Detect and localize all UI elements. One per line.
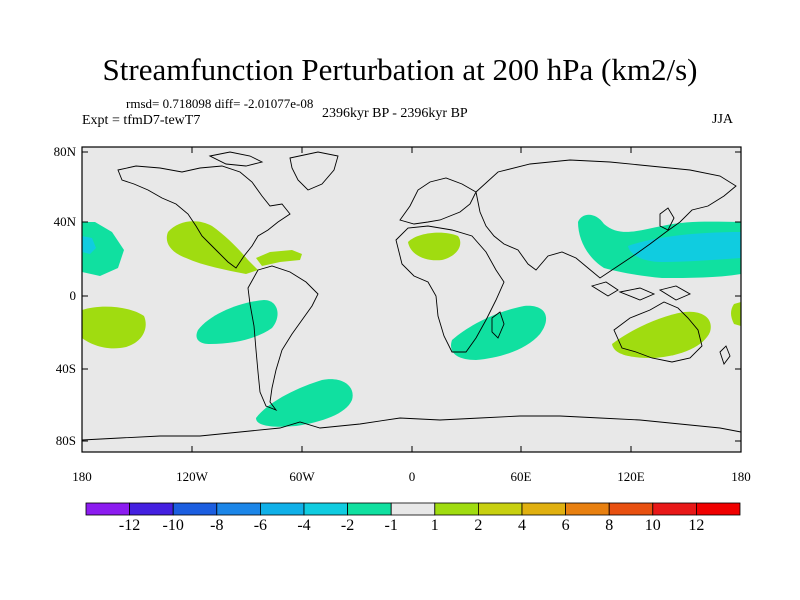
colorbar-label-4: -4 (297, 517, 311, 534)
experiment-text: Expt = tfmD7-tewT7 (82, 113, 201, 128)
anomaly-south-america (196, 300, 278, 344)
lon-label-60e: 60E (510, 469, 532, 484)
colorbar-swatch-13 (652, 502, 697, 516)
coast-australia (613, 301, 703, 363)
anomaly-south-pacific (82, 306, 146, 349)
colorbar-swatch-14 (696, 502, 741, 516)
colorbar-label-2: -8 (210, 517, 224, 534)
colorbar-swatch-1 (129, 502, 174, 516)
anomaly-southern-ocean-atlantic (256, 379, 353, 427)
lat-label-80n: 80N (53, 144, 76, 159)
colorbar-label-11: 8 (605, 517, 614, 534)
coast-new-zealand (719, 345, 731, 365)
lon-label-60w: 60W (289, 469, 315, 484)
colorbar-label-9: 4 (518, 517, 526, 534)
lat-ticks (82, 151, 741, 442)
coast-europe (399, 177, 477, 225)
coast-madagascar (491, 311, 505, 339)
lat-label-0: 0 (69, 288, 77, 303)
period-text: 2396kyr BP - 2396kyr BP (322, 106, 468, 121)
colorbar-label-7: 1 (430, 517, 439, 534)
stats-text: rmsd= 0.718098 diff= -2.01077e-08 (126, 96, 314, 111)
colorbar-swatch-11 (565, 502, 610, 516)
lat-label-80s: 80S (55, 433, 76, 448)
colorbar-label-0: -12 (118, 517, 141, 534)
colorbar-swatch-3 (216, 502, 261, 516)
colorbar-swatch-10 (521, 502, 566, 516)
colorbar-swatch-0 (85, 502, 130, 516)
lon-label-180e: 180 (731, 469, 751, 484)
coastlines (82, 151, 741, 441)
colorbar-label-1: -10 (162, 517, 184, 534)
colorbar-swatch-5 (303, 502, 348, 516)
coast-south-america (247, 265, 319, 412)
coast-maritime-continent (590, 281, 692, 301)
coast-asia (475, 159, 737, 279)
anomaly-north-africa (408, 232, 461, 261)
colorbar-swatch-9 (477, 502, 523, 516)
map-background (82, 147, 741, 452)
lon-label-120w: 120W (176, 469, 208, 484)
season-label: JJA (712, 112, 734, 127)
coast-arctic-islands (208, 151, 264, 167)
colorbar-label-8: 2 (474, 517, 483, 534)
anomaly-australia (612, 311, 711, 358)
colorbar-swatch-6 (347, 502, 392, 516)
colorbar-label-12: 10 (644, 517, 661, 534)
colorbar-swatch-4 (259, 502, 305, 516)
anomaly-south-indian-ocean (451, 305, 547, 360)
colorbar-label-5: -2 (340, 517, 355, 534)
anomaly-east-pacific-north (82, 222, 124, 276)
anomaly-south-west-pacific-edge (731, 302, 741, 326)
colorbar-label-10: 6 (561, 517, 570, 534)
lon-label-120e: 120E (617, 469, 645, 484)
colorbar-label-13: 12 (688, 517, 705, 534)
anomaly-east-pacific-north-core (82, 236, 96, 254)
lat-label-40s: 40S (55, 361, 76, 376)
lon-label-180w: 180 (72, 469, 92, 484)
colorbar-swatch-12 (608, 502, 654, 516)
lon-label-0: 0 (408, 469, 416, 484)
anomaly-tropical-pacific-north (166, 221, 258, 274)
chart-title: Streamfunction Perturbation at 200 hPa (… (102, 52, 698, 87)
coast-greenland (289, 151, 339, 191)
coast-africa (395, 225, 505, 353)
colorbar-swatch-7 (390, 502, 436, 516)
lon-ticks (81, 147, 742, 452)
colorbar-label-6: -1 (384, 517, 398, 534)
colorbar (85, 502, 741, 516)
colorbar-swatch-8 (434, 502, 479, 516)
coast-antarctica (82, 415, 741, 441)
anomaly-caribbean (256, 250, 302, 266)
colorbar-label-3: -6 (253, 517, 268, 534)
coast-north-america (117, 165, 291, 269)
lat-label-40n: 40N (53, 214, 76, 229)
colorbar-swatch-2 (172, 502, 218, 516)
coast-japan (659, 207, 675, 231)
